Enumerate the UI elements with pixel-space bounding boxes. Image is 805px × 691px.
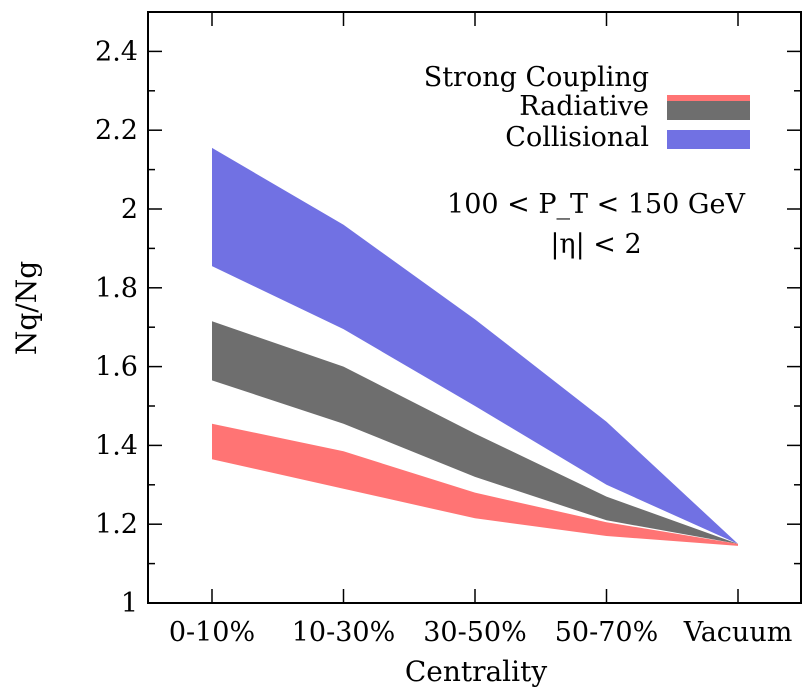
x-tick-label: Vacuum [683,617,793,648]
x-tick-label: 0-10% [169,617,255,648]
y-tick-label: 1.4 [95,430,138,461]
band-strong-coupling [212,423,738,546]
y-tick-label: 1.6 [95,352,138,383]
y-tick-label: 2.4 [95,36,138,67]
y-tick-label: 1 [121,588,138,619]
legend: Strong Coupling Radiative Collisional [424,62,750,153]
y-axis: 1 1.2 1.4 1.6 1.8 2 2.2 2.4 [95,36,801,619]
band-radiative [212,321,738,544]
x-tick-label: 50-70% [555,617,659,648]
x-tick-label: 10-30% [292,617,396,648]
y-axis-title: Nq/Ng [10,261,43,355]
y-tick-label: 2 [121,194,138,225]
x-axis: 0-10% 10-30% 30-50% 50-70% Vacuum [169,12,792,648]
x-axis-title: Centrality [405,655,548,688]
eta-range-annotation: |η| < 2 [550,229,641,260]
bands-layer [212,147,738,546]
y-tick-label: 2.2 [95,115,138,146]
x-tick-label: 30-50% [423,617,527,648]
legend-swatch-radiative [667,101,750,120]
pt-range-annotation: 100 < P_T < 150 GeV [447,189,745,220]
legend-label-radiative: Radiative [519,91,649,122]
y-tick-label: 1.8 [95,273,138,304]
band-collisional [212,147,738,544]
legend-label-strong-coupling: Strong Coupling [424,62,649,93]
legend-swatch-collisional [667,130,750,149]
legend-label-collisional: Collisional [505,122,649,153]
y-tick-label: 1.2 [95,509,138,540]
